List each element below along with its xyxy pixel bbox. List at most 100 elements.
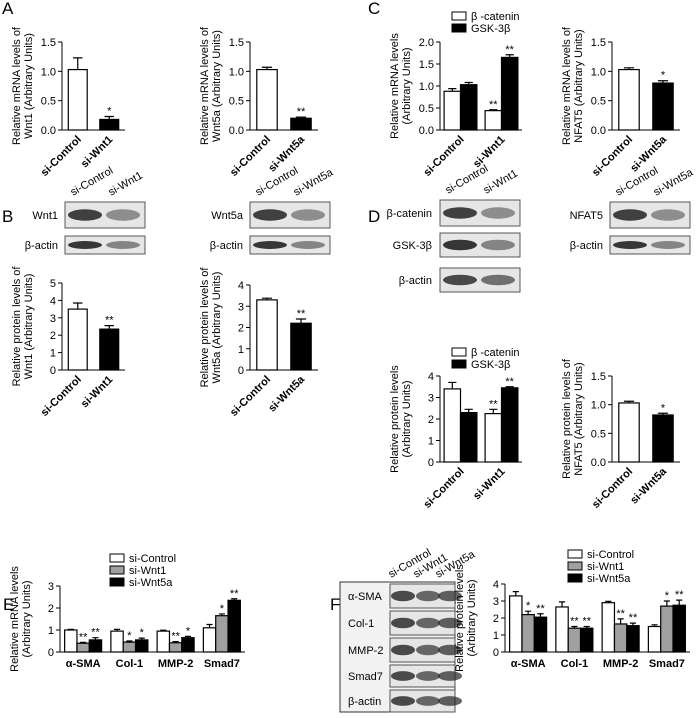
blot-band	[481, 207, 515, 219]
blot-band	[68, 241, 102, 249]
y-tick-label: 1.0	[419, 81, 434, 93]
legend-label: si-Control	[587, 549, 634, 561]
error-bar	[558, 601, 566, 607]
row-label: MMP-2	[348, 645, 383, 657]
significance: *	[220, 603, 225, 615]
y-tick-label: 1.0	[229, 66, 244, 78]
bar	[76, 642, 90, 653]
bar	[459, 411, 478, 463]
y-tick-label: 1	[48, 625, 54, 637]
blot-band	[416, 671, 440, 681]
error-bar	[605, 600, 612, 603]
bar	[500, 56, 519, 131]
error-bar	[295, 116, 307, 119]
y-tick-label: 0.5	[229, 96, 244, 108]
blot-band	[391, 671, 415, 681]
error-bar	[657, 412, 669, 415]
bar	[567, 627, 582, 653]
x-tick-label: si-Control	[228, 374, 273, 419]
bar	[227, 599, 241, 653]
blot-band	[438, 671, 462, 681]
significance: **	[91, 627, 100, 639]
y-axis-label: Relative mRNA levels	[9, 566, 21, 672]
significance: **	[230, 588, 239, 600]
panel-label: B	[2, 207, 13, 226]
panel-label: C	[368, 0, 380, 18]
y-tick-label: 0	[428, 457, 434, 469]
legend-swatch	[567, 561, 583, 571]
x-tick-label: si-Wnt1	[79, 134, 116, 171]
y-tick-label: 1.5	[419, 59, 434, 71]
panel-label: E	[3, 595, 14, 614]
y-tick-label: 0.0	[419, 125, 434, 137]
y-tick-label: 3	[238, 301, 244, 313]
error-bar	[537, 613, 544, 618]
row-label: β-catenin	[387, 208, 432, 220]
significance: **	[489, 398, 498, 410]
significance: *	[107, 106, 112, 118]
y-tick-label: 0.0	[41, 125, 56, 137]
y-tick-label: 0.5	[419, 103, 434, 115]
blot-band	[253, 241, 287, 249]
bar	[290, 322, 312, 371]
error-bar	[629, 622, 637, 626]
error-bar	[583, 625, 590, 629]
y-axis-label: Relative protein levels of	[199, 267, 211, 388]
error-bar	[623, 400, 635, 403]
blot-strip	[249, 235, 331, 255]
y-tick-label: 5	[50, 278, 56, 290]
y-axis-label: (Arbitrary Units)	[401, 47, 413, 124]
error-bar	[464, 81, 473, 85]
blot-band	[391, 617, 415, 629]
bar	[99, 118, 120, 131]
significance: **	[105, 315, 114, 327]
bar	[672, 604, 686, 653]
error-bar	[261, 66, 273, 70]
significance: *	[661, 70, 666, 82]
y-tick-label: 1.0	[41, 66, 56, 78]
y-tick-label: 4	[238, 280, 244, 292]
row-label: Col-1	[348, 618, 374, 630]
y-tick-label: 2	[238, 323, 244, 335]
y-axis-label: Relative mRNA levels of	[199, 26, 211, 145]
significance: *	[140, 627, 145, 639]
x-tick-label: α-SMA	[66, 658, 101, 670]
error-bar	[464, 408, 473, 413]
x-tick-label: si-Control	[590, 466, 635, 511]
blot-band	[68, 209, 102, 221]
legend-label: GSK-3β	[471, 359, 510, 371]
bar	[500, 387, 519, 463]
blot-band	[106, 241, 140, 249]
x-tick-label: si-Wnt5a	[266, 373, 308, 415]
error-bar	[676, 599, 683, 606]
bar	[443, 388, 462, 463]
row-label: β-actin	[399, 275, 432, 287]
y-tick-label: 3	[493, 596, 499, 608]
panel-label: A	[2, 0, 14, 18]
significance: **	[171, 631, 180, 643]
panel-label: F	[330, 595, 340, 614]
bar	[215, 615, 229, 653]
y-tick-label: 0	[493, 647, 499, 659]
error-bar	[657, 80, 669, 84]
x-tick-label: si-Control	[590, 134, 635, 179]
y-tick-label: 0	[238, 365, 244, 377]
bar	[156, 630, 171, 653]
bar	[168, 642, 183, 653]
legend-label: β -catenin	[471, 347, 520, 359]
significance: **	[489, 99, 498, 111]
error-bar	[73, 302, 83, 310]
bar	[652, 82, 674, 131]
bar	[613, 623, 628, 653]
blot-band	[416, 617, 440, 629]
y-axis-label: Wnt1 (Arbitrary Units)	[23, 33, 35, 139]
bar	[122, 641, 137, 653]
panel-label: D	[368, 207, 380, 226]
y-tick-label: 4	[428, 371, 434, 383]
bar	[202, 627, 217, 653]
y-tick-label: 0.5	[591, 428, 606, 440]
y-axis-label: Relative protein levels	[454, 564, 466, 672]
bar	[521, 613, 535, 653]
y-tick-label: 1.5	[41, 37, 56, 49]
error-bar	[448, 381, 457, 389]
